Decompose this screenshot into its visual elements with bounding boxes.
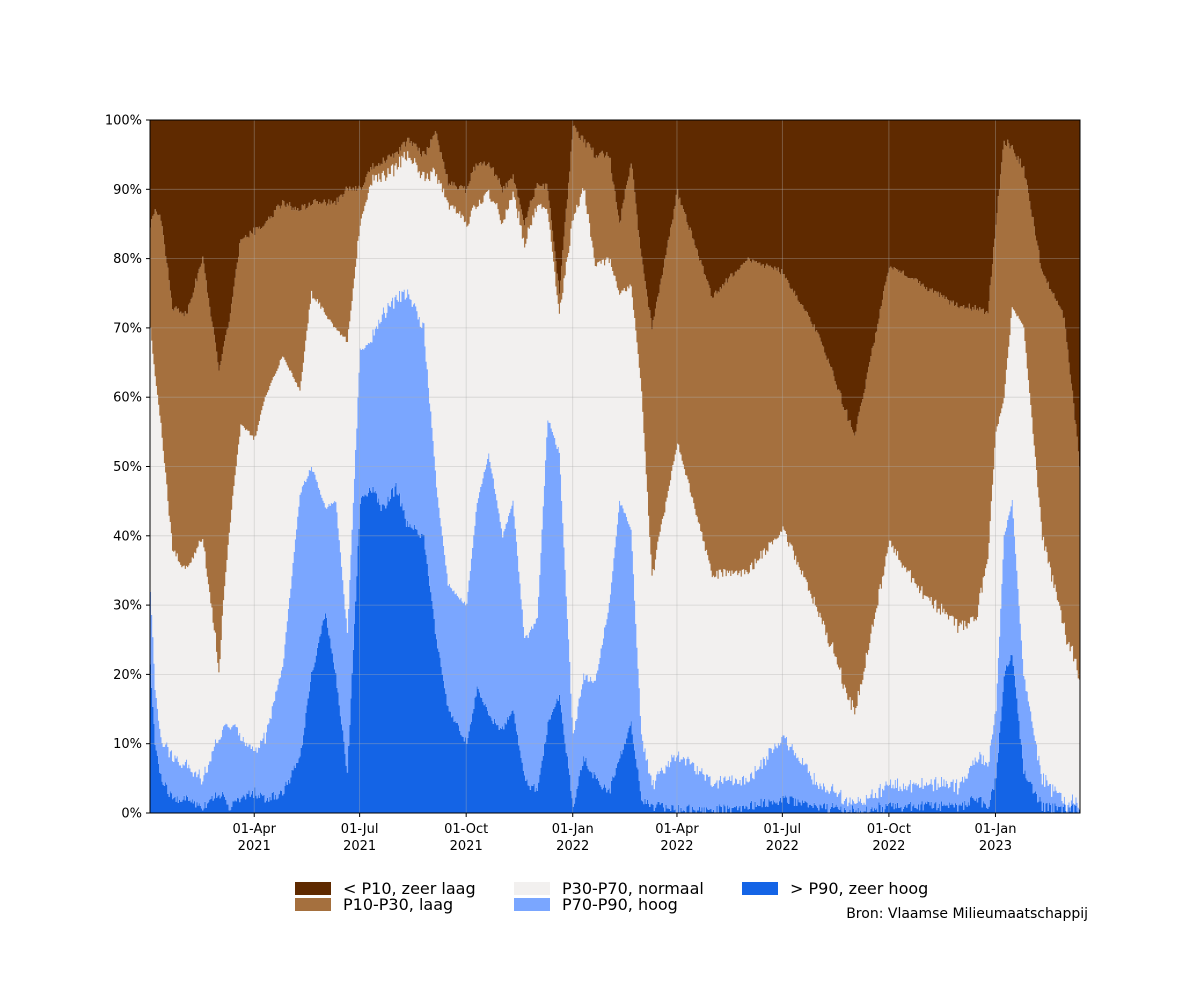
legend-item-normaal: P30-P70, normaal [514, 879, 704, 898]
legend: < P10, zeer laag P10-P30, laag P30-P70, … [295, 879, 995, 919]
legend-label-laag: P10-P30, laag [343, 895, 454, 914]
legend-item-laag: P10-P30, laag [295, 895, 453, 914]
legend-label-hoog: P70-P90, hoog [562, 895, 678, 914]
y-tick-label: 80% [113, 252, 142, 267]
y-tick-label: 0% [121, 807, 142, 822]
legend-item-zeer-hoog: > P90, zeer hoog [742, 879, 928, 898]
area-series-4 [150, 120, 1080, 473]
y-tick-label: 70% [113, 321, 142, 336]
x-tick-label: 01-Apr [233, 822, 277, 837]
y-tick-label: 100% [105, 114, 142, 129]
x-tick-label: 01-Jul [764, 822, 802, 837]
y-axis: 0% 10% 20% 30% 40% 50% 60% 70% 80% 90% 100% [105, 114, 150, 822]
legend-swatch-laag [295, 898, 331, 911]
legend-swatch-normaal [514, 882, 550, 895]
x-tick-label: 01-Jul [341, 822, 379, 837]
legend-label-normaal: P30-P70, normaal [562, 879, 704, 898]
y-tick-label: 30% [113, 599, 142, 614]
x-tick-year-label: 2023 [979, 839, 1012, 854]
y-tick-label: 90% [113, 183, 142, 198]
area-series-3 [150, 125, 1080, 715]
legend-label-zeer-laag: < P10, zeer laag [343, 879, 476, 898]
legend-item-zeer-laag: < P10, zeer laag [295, 879, 476, 898]
y-tick-label: 20% [113, 668, 142, 683]
x-tick-label: 01-Oct [867, 822, 911, 837]
x-tick-year-label: 2022 [872, 839, 905, 854]
legend-swatch-hoog [514, 898, 550, 911]
x-tick-label: 01-Apr [655, 822, 699, 837]
area-series-2 [150, 151, 1080, 812]
y-tick-label: 40% [113, 529, 142, 544]
source-credit: Bron: Vlaamse Milieumaatschappij [846, 906, 1088, 922]
x-tick-year-label: 2021 [238, 839, 271, 854]
area-series-0 [150, 482, 1080, 813]
y-tick-label: 10% [113, 737, 142, 752]
legend-swatch-zeer-hoog [742, 882, 778, 895]
y-tick-label: 60% [113, 391, 142, 406]
y-tick-label: 50% [113, 460, 142, 475]
x-tick-year-label: 2021 [343, 839, 376, 854]
x-axis: 01-Apr 2021 01-Jul 2021 01-Oct 2021 01-Jan 2022… [233, 813, 1016, 854]
x-tick-year-label: 2022 [660, 839, 693, 854]
x-tick-year-label: 2021 [450, 839, 483, 854]
legend-swatch-zeer-laag [295, 882, 331, 895]
x-tick-label: 01-Jan [974, 822, 1016, 837]
legend-label-zeer-hoog: > P90, zeer hoog [790, 879, 929, 898]
x-tick-label: 01-Jan [552, 822, 594, 837]
x-tick-label: 01-Oct [444, 822, 488, 837]
x-tick-year-label: 2022 [766, 839, 799, 854]
x-tick-year-label: 2022 [556, 839, 589, 854]
chart-areas [150, 120, 1080, 813]
area-series-1 [150, 289, 1080, 813]
legend-item-hoog: P70-P90, hoog [514, 895, 678, 914]
